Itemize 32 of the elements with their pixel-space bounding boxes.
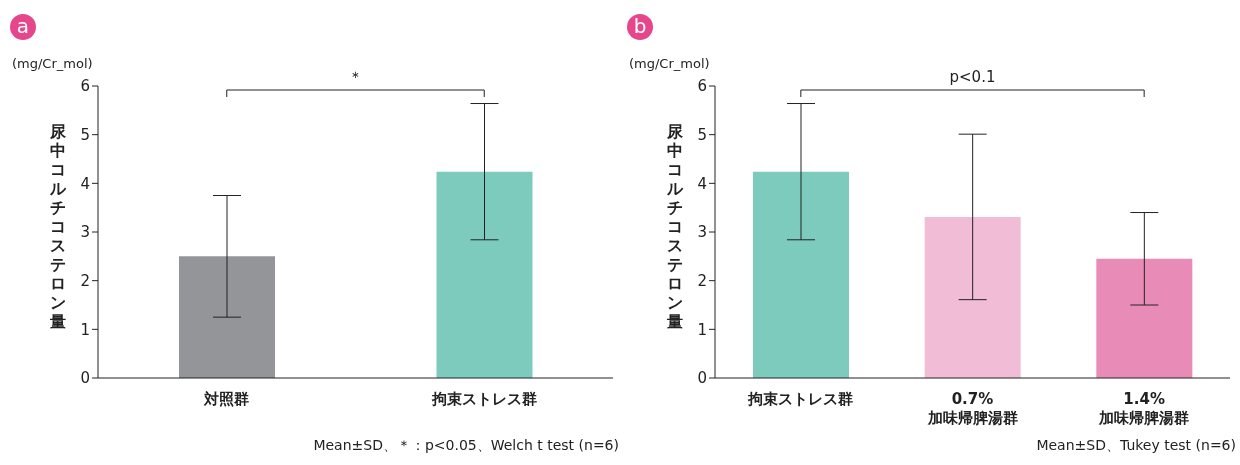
text: 尿中コルチコステロン量 (667, 122, 683, 331)
y-tick-label: 1 (697, 320, 707, 339)
chart-title: a (10, 14, 36, 40)
y-tick-label: 4 (697, 174, 707, 193)
bar (924, 216, 1021, 378)
text: 尿中コルチコステロン量 (50, 122, 66, 331)
y-tick-label: 2 (697, 271, 707, 290)
chart-title: b (627, 14, 653, 40)
text: p<0.1 (949, 68, 996, 86)
y-tick-label: 3 (80, 223, 90, 242)
y-tick-label: 1 (80, 320, 90, 339)
y-tick-label: 4 (80, 174, 90, 193)
text: Mean±SD、Tukey test (n=6) (1036, 436, 1236, 454)
x-tick-label: 対照群 (203, 390, 250, 408)
y-tick-label: 3 (697, 223, 707, 242)
y-tick-label: 5 (697, 125, 707, 144)
y-tick-label: 6 (697, 77, 707, 96)
bar (753, 171, 849, 378)
text: (mg/Cr_mol) (629, 56, 710, 71)
y-tick-label: 0 (80, 369, 90, 388)
x-tick-label: 1.4% 加味帰脾湯群 (1098, 390, 1190, 427)
y-tick-label: 0 (697, 369, 707, 388)
x-tick-label: 拘束ストレス群 (430, 390, 537, 408)
text: (mg/Cr_mol) (12, 56, 93, 71)
y-tick-label: 6 (80, 77, 90, 96)
bar (1096, 258, 1193, 378)
y-tick-label: 2 (80, 271, 90, 290)
text: ＊ (348, 68, 363, 86)
x-tick-label: 0.7% 加味帰脾湯群 (926, 390, 1018, 427)
y-tick-label: 5 (80, 125, 90, 144)
text: Mean±SD、＊：p<0.05、Welch t test (n=6) (313, 436, 619, 454)
x-tick-label: 拘束ストレス群 (747, 390, 854, 408)
